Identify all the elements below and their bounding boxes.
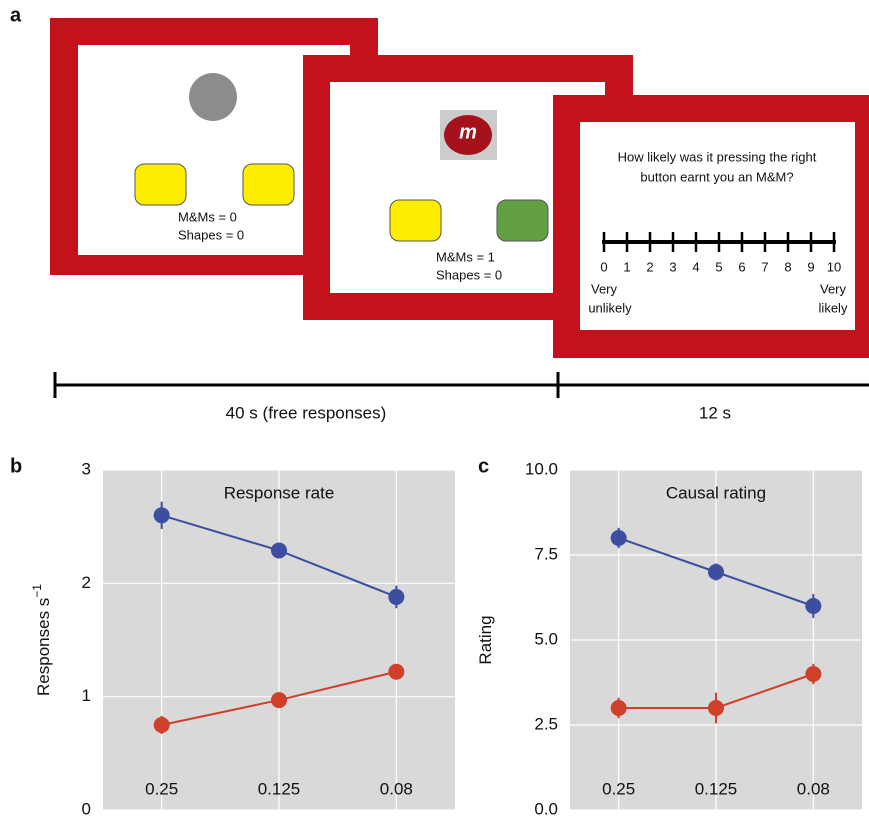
scale-label: 0 [600, 259, 607, 274]
scale-anchor: likely [819, 300, 848, 315]
scale-label: 3 [669, 259, 676, 274]
x-tick-label: 0.08 [380, 779, 413, 798]
timeline-label: 12 s [699, 403, 731, 422]
x-tick-label: 0.25 [602, 779, 635, 798]
scale-label: 10 [827, 259, 841, 274]
scale-anchor: unlikely [588, 300, 632, 315]
data-point [805, 598, 821, 614]
question: How likely was it pressing the right [618, 149, 817, 164]
counter: Shapes = 0 [436, 267, 502, 282]
y-tick-label: 0 [82, 799, 91, 817]
scale-label: 5 [715, 259, 722, 274]
y-axis-label-text: Responses s [34, 598, 53, 696]
chart-title: Response rate [224, 483, 335, 502]
data-point [271, 692, 287, 708]
y-axis-label: Rating [476, 615, 495, 664]
scale-label: 2 [646, 259, 653, 274]
scale-label: 4 [692, 259, 699, 274]
y-tick-label: 7.5 [534, 544, 558, 563]
scale-anchor: Very [820, 281, 847, 296]
scale-label: 9 [807, 259, 814, 274]
y-tick-label: 0.0 [534, 799, 558, 817]
scale-label: 7 [761, 259, 768, 274]
y-tick-label: 1 [82, 686, 91, 705]
y-tick-label: 10.0 [525, 459, 558, 478]
scale-label: 8 [784, 259, 791, 274]
y-axis-label: Responses s−1 [30, 584, 53, 696]
data-point [611, 530, 627, 546]
counter: M&Ms = 0 [178, 209, 237, 224]
x-tick-label: 0.125 [258, 779, 301, 798]
timeline-label: 40 s (free responses) [226, 403, 387, 422]
data-point [154, 717, 170, 733]
panel-label: c [478, 455, 489, 477]
stimulus [189, 73, 237, 121]
reward-logo: m [459, 121, 477, 143]
button [390, 200, 441, 241]
data-point [805, 666, 821, 682]
scale-anchor: Very [591, 281, 618, 296]
scale-label: 1 [623, 259, 630, 274]
data-point [611, 700, 627, 716]
counter: M&Ms = 1 [436, 249, 495, 264]
data-point [154, 507, 170, 523]
question: button earnt you an M&M? [640, 169, 793, 184]
data-point [708, 700, 724, 716]
data-point [271, 542, 287, 558]
y-tick-label: 2.5 [534, 714, 558, 733]
y-tick-label: 2 [82, 573, 91, 592]
y-tick-label: 5.0 [534, 629, 558, 648]
x-tick-label: 0.125 [695, 779, 738, 798]
panel-label: a [10, 4, 22, 26]
scale-label: 6 [738, 259, 745, 274]
x-tick-label: 0.25 [145, 779, 178, 798]
panel-label: b [10, 455, 22, 477]
data-point [708, 564, 724, 580]
button [135, 164, 186, 205]
x-tick-label: 0.08 [797, 779, 830, 798]
page: a b c M&Ms = 0 Shapes = 0 m M&Ms = 1 Sha… [0, 0, 869, 817]
counter: Shapes = 0 [178, 227, 244, 242]
chart-title: Causal rating [666, 483, 766, 502]
button [497, 200, 548, 241]
y-axis-label-text: Rating [476, 615, 495, 664]
figure: a b c M&Ms = 0 Shapes = 0 m M&Ms = 1 Sha… [0, 0, 869, 817]
data-point [388, 664, 404, 680]
data-point [388, 589, 404, 605]
button [243, 164, 294, 205]
y-tick-label: 3 [82, 459, 91, 478]
y-axis-label-superscript: −1 [30, 584, 44, 598]
